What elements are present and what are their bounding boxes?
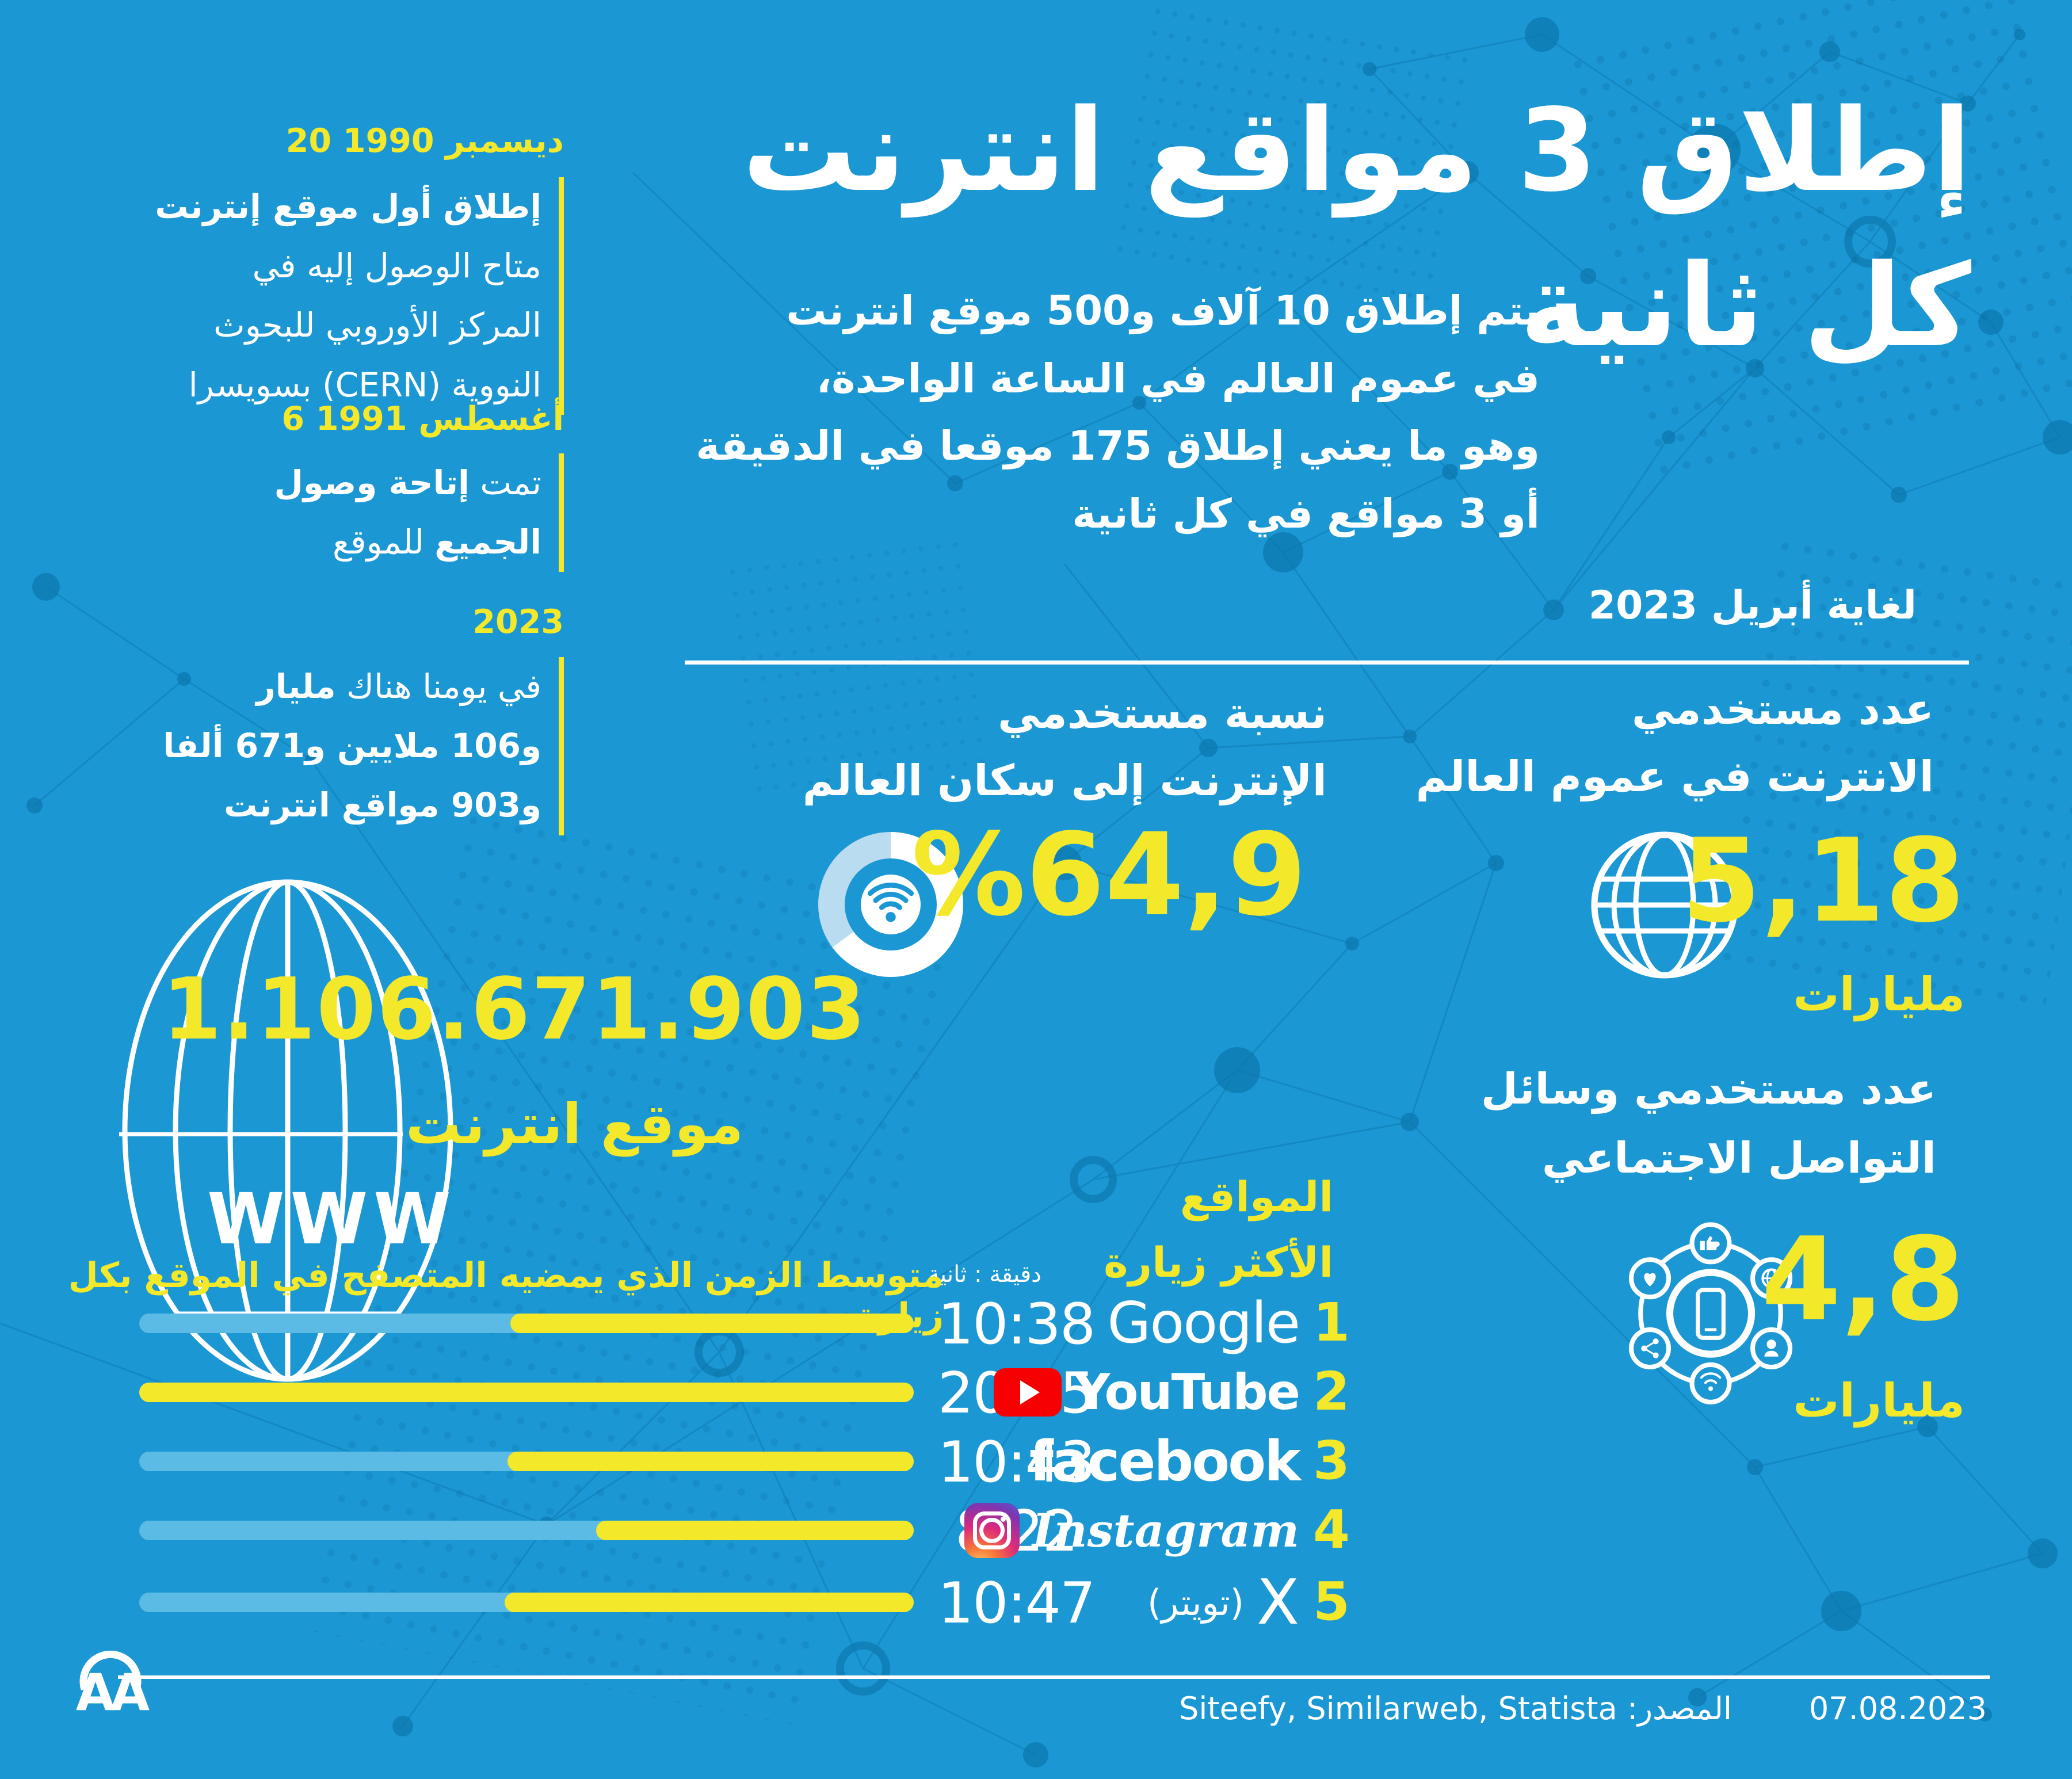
- social-users-heading-line2: التواصل الاجتماعي: [1541, 1133, 1936, 1183]
- timeline-1990-line3: المركز الأوروبي للبحوث: [213, 306, 541, 345]
- intro-line-4: أو 3 مواقع في كل ثانية: [1072, 490, 1540, 537]
- as-of-date: لغاية أبريل 2023: [1588, 583, 1917, 628]
- www-label: WWW: [207, 1178, 457, 1260]
- site-rank: 2: [1313, 1361, 1350, 1422]
- footer-divider: [118, 1675, 1990, 1679]
- bar-track: [139, 1452, 914, 1471]
- penetration-donut: [818, 832, 963, 977]
- globe-icon: [1591, 831, 1738, 979]
- site-rank: 5: [1313, 1571, 1350, 1632]
- bar-fill: [139, 1383, 914, 1402]
- penetration-value: %64,9: [911, 808, 1307, 941]
- site-time: 10:38: [937, 1292, 1096, 1357]
- page-title-line2: كل ثانية: [1520, 239, 1972, 372]
- callout-line: [119, 1132, 403, 1136]
- site-logo-instagram: Instagram: [964, 1503, 1299, 1558]
- timeline-1991-line1-normal: تمت: [469, 463, 541, 502]
- internet-users-heading-line1: عدد مستخدمي: [1631, 685, 1934, 734]
- timeline-date-1991: 6 أغسطس 1991: [281, 400, 564, 438]
- person-icon: [1750, 1327, 1793, 1370]
- timeline-item-1991: تمت إتاحة وصول الجميع للموقع: [274, 453, 564, 572]
- timeline-1991-line2-normal: للموقع: [332, 522, 435, 562]
- globe-mini-icon: [1750, 1257, 1793, 1300]
- heart-icon: [1628, 1257, 1671, 1300]
- penetration-heading-line1: نسبة مستخدمي: [997, 689, 1327, 738]
- bar-fill: [505, 1593, 914, 1612]
- timeline-1990-line4: النووية (CERN) بسويسرا: [188, 365, 541, 404]
- site-rank: 4: [1313, 1499, 1350, 1560]
- intro-paragraph: يتم إطلاق 10 آلاف و500 موقع انترنت في عم…: [696, 277, 1540, 548]
- timeline-1990-line1: إطلاق أول موقع إنترنت: [155, 187, 541, 226]
- site-logo-x: (تويتر) X: [1147, 1566, 1299, 1639]
- share-icon: [1628, 1327, 1671, 1370]
- intro-line-3: وهو ما يعني إطلاق 175 موقعا في الدقيقة: [696, 422, 1540, 470]
- timeline-1991-line1-bold: إتاحة وصول: [274, 463, 470, 502]
- social-users-unit: مليارات: [1793, 1374, 1965, 1427]
- facebook-logo-text: facebook: [1029, 1429, 1301, 1494]
- aa-logo-text: AA: [76, 1663, 150, 1715]
- timeline-2023-line1: في يومنا هناك مليار: [163, 657, 541, 716]
- x-twitter-note: (تويتر): [1147, 1581, 1244, 1624]
- internet-users-heading-line2: الانترنت في عموم العالم: [1415, 752, 1934, 801]
- section-divider: [685, 661, 1969, 665]
- site-logo-facebook: facebook: [1029, 1427, 1301, 1496]
- bar-track: [139, 1593, 914, 1612]
- timeline-1991-line1: تمت إتاحة وصول: [274, 453, 541, 513]
- intro-line-2: في عموم العالم في الساعة الواحدة،: [816, 354, 1540, 402]
- timeline-1990-line2: متاح الوصول إليه في: [252, 246, 541, 286]
- internet-users-unit: مليارات: [1793, 968, 1965, 1021]
- website-count-number: 1.106.671.903: [162, 960, 867, 1059]
- site-logo-youtube: YouTube: [993, 1364, 1300, 1421]
- anadolu-agency-logo: AA: [76, 1651, 154, 1715]
- timeline-item-2023: في يومنا هناك مليار و106 ملايين و671 ألف…: [163, 657, 564, 835]
- thumbs-up-icon: [1689, 1222, 1732, 1265]
- site-time: 10:43: [937, 1430, 1096, 1495]
- intro-line-1: يتم إطلاق 10 آلاف و500 موقع انترنت: [786, 287, 1540, 334]
- timeline-item-1990: إطلاق أول موقع إنترنت متاح الوصول إليه ف…: [155, 177, 564, 415]
- source-credit: المصدر: Siteefy, Similarweb, Statista: [1179, 1690, 1732, 1727]
- time-format-note: دقيقة : ثانية: [928, 1261, 1041, 1288]
- penetration-heading-line2: الإنترنت إلى سكان العالم: [802, 756, 1327, 805]
- site-logo-google: Google: [1107, 1289, 1300, 1358]
- bar-fill: [507, 1452, 914, 1471]
- timeline-date-1990: 20 ديسمبر 1990: [285, 122, 564, 160]
- top-sites-heading-line1: المواقع: [1180, 1173, 1333, 1221]
- bar-fill: [510, 1314, 914, 1333]
- timeline-1991-line2: الجميع للموقع: [274, 513, 541, 572]
- page-title: إطلاق 3 مواقع انترنت: [742, 84, 1972, 217]
- social-users-heading-line1: عدد مستخدمي وسائل: [1480, 1064, 1936, 1114]
- instagram-logo-text: Instagram: [1032, 1503, 1299, 1557]
- timeline-2023-line2: و106 ملايين و671 ألفا: [163, 726, 541, 766]
- top-sites-heading-line2: الأكثر زيارة: [1104, 1238, 1333, 1286]
- social-users-value: 4,8: [1761, 1213, 1965, 1347]
- timeline-2023-line1-normal: في يومنا هناك: [335, 667, 541, 706]
- donut-center-disc: [861, 875, 921, 934]
- instagram-icon: [964, 1503, 1020, 1558]
- timeline-date-2023: 2023: [472, 603, 564, 641]
- bar-track: [139, 1383, 914, 1402]
- bar-fill: [596, 1521, 914, 1540]
- publish-date: 07.08.2023: [1808, 1690, 1987, 1727]
- bar-track: [139, 1314, 914, 1333]
- bar-chart-title: متوسط الزمن الذي يمضيه المتصفح في الموقع…: [68, 1255, 944, 1336]
- wifi-icon: [867, 882, 914, 922]
- bar-track: [139, 1521, 914, 1540]
- youtube-play-icon: [993, 1368, 1062, 1417]
- timeline-1991-line2-bold: الجميع: [434, 522, 541, 562]
- timeline-2023-line1-bold: مليار: [256, 667, 336, 706]
- youtube-logo-text: YouTube: [1074, 1364, 1300, 1421]
- x-logo-text: X: [1257, 1566, 1299, 1639]
- site-time: 10:47: [937, 1571, 1096, 1636]
- site-rank: 1: [1313, 1292, 1350, 1353]
- timeline-2023-line3: و903 مواقع انترنت: [224, 785, 541, 825]
- internet-users-value: 5,18: [1681, 814, 1965, 948]
- wifi-mini-icon: [1689, 1362, 1732, 1404]
- google-logo-text: Google: [1107, 1291, 1300, 1356]
- website-count-label: موقع انترنت: [406, 1092, 744, 1156]
- social-network-icon: [1628, 1222, 1793, 1404]
- site-rank: 3: [1313, 1430, 1350, 1491]
